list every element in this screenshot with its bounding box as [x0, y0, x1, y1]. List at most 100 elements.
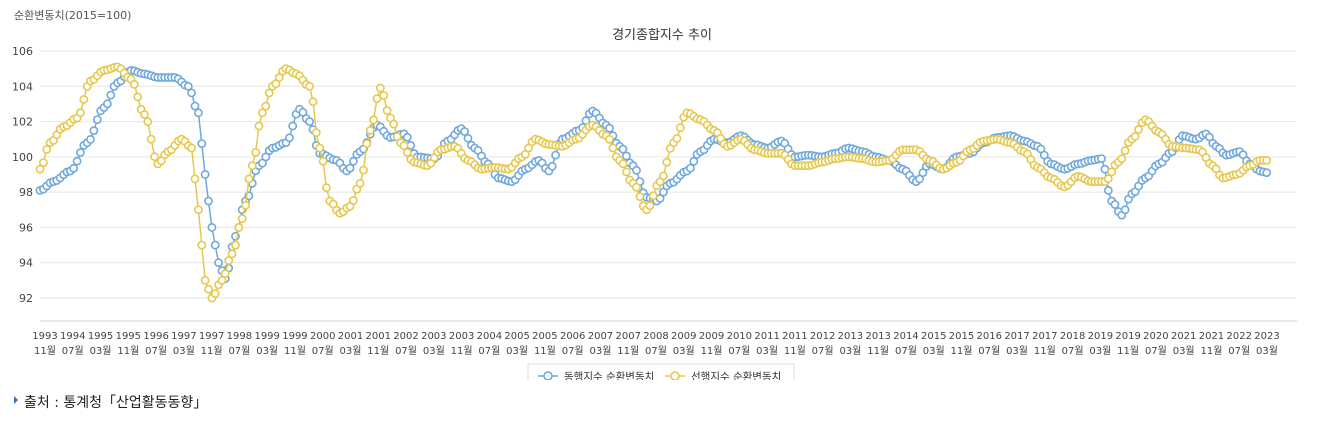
data-point — [321, 183, 331, 193]
y-tick-labels: 92 94 96 98 100 102 104 106 — [12, 45, 33, 305]
x-tick-year: 2014 — [893, 331, 918, 342]
x-tick-year: 2022 — [1227, 331, 1252, 342]
x-tick-year: 2008 — [643, 331, 668, 342]
data-point — [1097, 154, 1106, 163]
data-point — [187, 143, 196, 153]
data-point — [547, 161, 557, 171]
x-tick-month: 11월 — [1117, 345, 1139, 357]
x-tick-month: 03월 — [1256, 345, 1278, 357]
x-tick-month: 03월 — [1006, 345, 1028, 357]
x-tick-year: 2011 — [754, 331, 779, 342]
data-point — [197, 240, 207, 250]
data-point — [35, 164, 45, 174]
x-tick-month: 07월 — [645, 345, 667, 357]
data-point — [210, 240, 220, 250]
data-point — [150, 152, 159, 162]
data-point — [362, 139, 372, 148]
x-tick-year: 2003 — [421, 331, 446, 342]
y-tick-label: 96 — [19, 221, 33, 234]
x-tick-year: 1994 — [60, 331, 85, 342]
data-point — [92, 115, 102, 124]
x-tick-month: 07월 — [562, 345, 584, 357]
x-tick-month: 07월 — [978, 345, 1000, 357]
x-tick-month: 07월 — [312, 345, 334, 357]
y-tick-label: 94 — [19, 257, 33, 270]
data-point — [190, 101, 200, 111]
data-point — [1117, 154, 1127, 164]
x-tick-month: 03월 — [1173, 345, 1195, 357]
data-point — [402, 132, 412, 142]
x-tick-month: 11월 — [367, 345, 389, 357]
x-tick-month: 11월 — [284, 345, 306, 357]
data-point — [284, 133, 294, 143]
y-tick-label: 100 — [12, 151, 33, 164]
data-point — [129, 80, 139, 89]
data-point — [551, 150, 560, 160]
data-point — [1120, 205, 1130, 215]
x-tick-month: 11월 — [617, 345, 639, 357]
data-point — [69, 163, 79, 173]
x-tick-year: 2000 — [310, 331, 335, 342]
legend-label: 선행지수 순환변동치 — [691, 371, 781, 380]
x-tick-year: 2013 — [865, 331, 890, 342]
x-tick-year: 2012 — [810, 331, 835, 342]
y-tick-label: 98 — [19, 186, 33, 199]
data-point — [675, 123, 685, 133]
data-point — [42, 144, 52, 154]
data-point — [659, 171, 668, 181]
x-tick-year: 2018 — [1060, 331, 1085, 342]
data-point — [103, 99, 112, 109]
data-point — [686, 163, 695, 173]
x-tick-year: 1995 — [116, 331, 141, 342]
data-point — [379, 91, 389, 100]
data-point — [1120, 146, 1130, 156]
x-tick-month: 07월 — [145, 345, 167, 357]
x-tick-year: 2010 — [727, 331, 752, 342]
data-point — [605, 123, 614, 133]
data-point — [622, 151, 631, 161]
x-tick-month: 07월 — [1062, 345, 1084, 357]
x-tick-month: 11월 — [951, 345, 973, 357]
data-point — [460, 127, 469, 136]
data-point — [200, 170, 210, 179]
data-point — [187, 88, 196, 98]
data-point — [318, 156, 328, 166]
legend-marker-icon — [670, 371, 680, 380]
x-tick-year: 2021 — [1171, 331, 1196, 342]
data-point — [257, 108, 267, 118]
x-tick-year: 2021 — [1199, 331, 1224, 342]
legend[interactable]: 동행지수 순환변동치 선행지수 순환변동치 — [527, 363, 795, 380]
data-point — [207, 222, 217, 232]
x-tick-year: 2019 — [1115, 331, 1140, 342]
series-leading — [35, 62, 1272, 303]
x-tick-month: 07월 — [812, 345, 834, 357]
data-point — [1110, 200, 1120, 209]
data-point — [237, 214, 247, 223]
data-point — [254, 121, 264, 131]
x-tick-year: 2015 — [921, 331, 946, 342]
data-point — [632, 182, 641, 192]
data-point — [143, 117, 153, 127]
x-tick-month: 03월 — [1089, 345, 1111, 357]
data-point — [315, 143, 325, 153]
x-tick-month: 11월 — [784, 345, 806, 357]
x-tick-year: 1997 — [199, 331, 224, 342]
x-tick-year: 2001 — [338, 331, 363, 342]
legend-item-coincident[interactable]: 동행지수 순환변동치 — [538, 371, 654, 380]
x-tick-month: 03월 — [923, 345, 945, 357]
data-point — [608, 143, 618, 153]
data-point — [200, 275, 210, 285]
x-tick-month: 11월 — [701, 345, 723, 357]
data-point — [635, 192, 645, 201]
data-point — [197, 139, 207, 148]
data-point — [217, 275, 227, 285]
legend-item-leading[interactable]: 선행지수 순환변동치 — [665, 371, 781, 380]
data-point — [399, 141, 409, 150]
x-tick-year: 2006 — [560, 331, 585, 342]
y-tick-label: 102 — [12, 116, 33, 129]
x-tick-month: 11월 — [1200, 345, 1222, 357]
data-point — [382, 106, 392, 115]
data-point — [1134, 125, 1143, 134]
data-point — [662, 157, 672, 167]
x-tick-year: 2007 — [588, 331, 613, 342]
